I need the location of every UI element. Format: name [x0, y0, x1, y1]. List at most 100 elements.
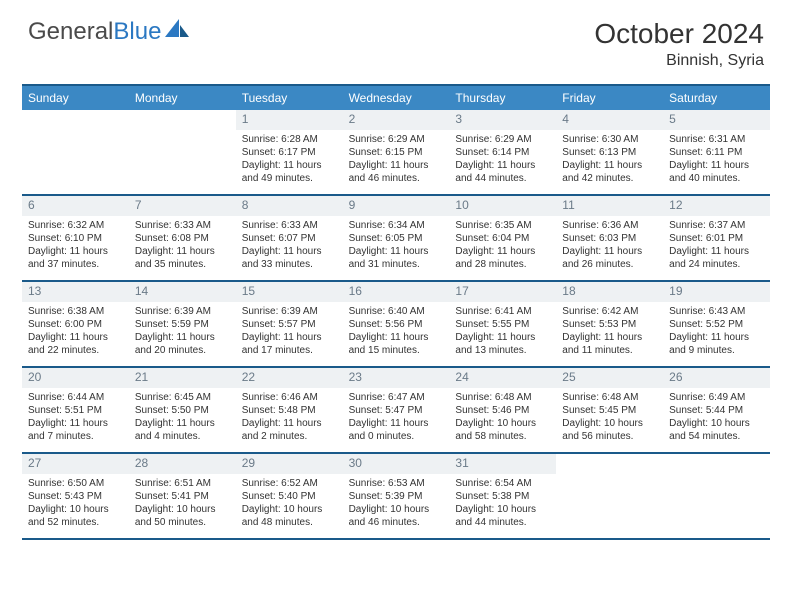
sunset-line: Sunset: 6:03 PM	[562, 232, 657, 245]
sunset-line: Sunset: 6:15 PM	[349, 146, 444, 159]
sunrise-line: Sunrise: 6:47 AM	[349, 391, 444, 404]
sunset-line: Sunset: 5:50 PM	[135, 404, 230, 417]
day-number: 18	[556, 282, 663, 302]
sunrise-line: Sunrise: 6:28 AM	[242, 133, 337, 146]
day-number: 6	[22, 196, 129, 216]
title-block: October 2024 Binnish, Syria	[594, 18, 764, 70]
day-number: 31	[449, 454, 556, 474]
sunset-line: Sunset: 5:59 PM	[135, 318, 230, 331]
daylight-line: Daylight: 11 hours and 37 minutes.	[28, 245, 123, 271]
daylight-line: Daylight: 11 hours and 24 minutes.	[669, 245, 764, 271]
sunset-line: Sunset: 5:53 PM	[562, 318, 657, 331]
calendar-day: 10Sunrise: 6:35 AMSunset: 6:04 PMDayligh…	[449, 196, 556, 280]
sunset-line: Sunset: 5:44 PM	[669, 404, 764, 417]
calendar-day: 24Sunrise: 6:48 AMSunset: 5:46 PMDayligh…	[449, 368, 556, 452]
day-number: 22	[236, 368, 343, 388]
daylight-line: Daylight: 11 hours and 26 minutes.	[562, 245, 657, 271]
sunset-line: Sunset: 5:51 PM	[28, 404, 123, 417]
sunset-line: Sunset: 5:40 PM	[242, 490, 337, 503]
calendar-day: 4Sunrise: 6:30 AMSunset: 6:13 PMDaylight…	[556, 110, 663, 194]
daylight-line: Daylight: 11 hours and 17 minutes.	[242, 331, 337, 357]
sunrise-line: Sunrise: 6:29 AM	[349, 133, 444, 146]
sunrise-line: Sunrise: 6:33 AM	[135, 219, 230, 232]
day-number: 13	[22, 282, 129, 302]
calendar-day-empty	[556, 454, 663, 538]
day-number: 26	[663, 368, 770, 388]
day-number: 28	[129, 454, 236, 474]
day-number: 30	[343, 454, 450, 474]
day-number: 23	[343, 368, 450, 388]
weekday-header: Monday	[129, 86, 236, 110]
sunset-line: Sunset: 6:04 PM	[455, 232, 550, 245]
calendar-day: 27Sunrise: 6:50 AMSunset: 5:43 PMDayligh…	[22, 454, 129, 538]
day-number: 7	[129, 196, 236, 216]
sunrise-line: Sunrise: 6:40 AM	[349, 305, 444, 318]
calendar-day: 20Sunrise: 6:44 AMSunset: 5:51 PMDayligh…	[22, 368, 129, 452]
calendar-day-empty	[22, 110, 129, 194]
calendar-day: 30Sunrise: 6:53 AMSunset: 5:39 PMDayligh…	[343, 454, 450, 538]
sunrise-line: Sunrise: 6:38 AM	[28, 305, 123, 318]
calendar-day: 31Sunrise: 6:54 AMSunset: 5:38 PMDayligh…	[449, 454, 556, 538]
calendar-day: 17Sunrise: 6:41 AMSunset: 5:55 PMDayligh…	[449, 282, 556, 366]
daylight-line: Daylight: 11 hours and 31 minutes.	[349, 245, 444, 271]
daylight-line: Daylight: 11 hours and 15 minutes.	[349, 331, 444, 357]
sunrise-line: Sunrise: 6:46 AM	[242, 391, 337, 404]
day-number: 15	[236, 282, 343, 302]
brand-sail-icon	[165, 18, 191, 46]
day-number: 9	[343, 196, 450, 216]
sunset-line: Sunset: 5:55 PM	[455, 318, 550, 331]
calendar-day: 3Sunrise: 6:29 AMSunset: 6:14 PMDaylight…	[449, 110, 556, 194]
day-number: 24	[449, 368, 556, 388]
calendar-day: 11Sunrise: 6:36 AMSunset: 6:03 PMDayligh…	[556, 196, 663, 280]
sunset-line: Sunset: 5:45 PM	[562, 404, 657, 417]
sunset-line: Sunset: 5:47 PM	[349, 404, 444, 417]
sunset-line: Sunset: 6:10 PM	[28, 232, 123, 245]
day-number: 2	[343, 110, 450, 130]
calendar-day: 15Sunrise: 6:39 AMSunset: 5:57 PMDayligh…	[236, 282, 343, 366]
daylight-line: Daylight: 11 hours and 11 minutes.	[562, 331, 657, 357]
sunrise-line: Sunrise: 6:41 AM	[455, 305, 550, 318]
sunset-line: Sunset: 6:01 PM	[669, 232, 764, 245]
day-number: 25	[556, 368, 663, 388]
calendar-week: 13Sunrise: 6:38 AMSunset: 6:00 PMDayligh…	[22, 282, 770, 368]
daylight-line: Daylight: 10 hours and 48 minutes.	[242, 503, 337, 529]
sunrise-line: Sunrise: 6:31 AM	[669, 133, 764, 146]
daylight-line: Daylight: 11 hours and 44 minutes.	[455, 159, 550, 185]
weekday-header: Saturday	[663, 86, 770, 110]
sunrise-line: Sunrise: 6:30 AM	[562, 133, 657, 146]
sunrise-line: Sunrise: 6:29 AM	[455, 133, 550, 146]
calendar-day: 16Sunrise: 6:40 AMSunset: 5:56 PMDayligh…	[343, 282, 450, 366]
sunset-line: Sunset: 5:57 PM	[242, 318, 337, 331]
sunrise-line: Sunrise: 6:48 AM	[562, 391, 657, 404]
calendar-day-empty	[129, 110, 236, 194]
daylight-line: Daylight: 11 hours and 22 minutes.	[28, 331, 123, 357]
day-number: 29	[236, 454, 343, 474]
daylight-line: Daylight: 10 hours and 46 minutes.	[349, 503, 444, 529]
day-number: 12	[663, 196, 770, 216]
day-number: 1	[236, 110, 343, 130]
calendar-day: 7Sunrise: 6:33 AMSunset: 6:08 PMDaylight…	[129, 196, 236, 280]
calendar-day: 2 Sunrise: 6:29 AMSunset: 6:15 PMDaylight…	[343, 110, 450, 194]
sunset-line: Sunset: 5:39 PM	[349, 490, 444, 503]
weekday-header: Friday	[556, 86, 663, 110]
calendar-day: 21Sunrise: 6:45 AMSunset: 5:50 PMDayligh…	[129, 368, 236, 452]
page-header: GeneralBlue October 2024 Binnish, Syria	[0, 0, 792, 78]
sunset-line: Sunset: 6:08 PM	[135, 232, 230, 245]
calendar-day: 19Sunrise: 6:43 AMSunset: 5:52 PMDayligh…	[663, 282, 770, 366]
sunrise-line: Sunrise: 6:32 AM	[28, 219, 123, 232]
calendar-week: 20Sunrise: 6:44 AMSunset: 5:51 PMDayligh…	[22, 368, 770, 454]
sunset-line: Sunset: 6:05 PM	[349, 232, 444, 245]
calendar-day: 9 Sunrise: 6:34 AMSunset: 6:05 PMDaylight…	[343, 196, 450, 280]
daylight-line: Daylight: 11 hours and 46 minutes.	[349, 159, 444, 185]
sunrise-line: Sunrise: 6:52 AM	[242, 477, 337, 490]
sunset-line: Sunset: 5:46 PM	[455, 404, 550, 417]
sunset-line: Sunset: 6:14 PM	[455, 146, 550, 159]
daylight-line: Daylight: 10 hours and 44 minutes.	[455, 503, 550, 529]
day-number: 16	[343, 282, 450, 302]
sunset-line: Sunset: 6:11 PM	[669, 146, 764, 159]
daylight-line: Daylight: 11 hours and 0 minutes.	[349, 417, 444, 443]
daylight-line: Daylight: 11 hours and 49 minutes.	[242, 159, 337, 185]
calendar-day: 1Sunrise: 6:28 AMSunset: 6:17 PMDaylight…	[236, 110, 343, 194]
sunrise-line: Sunrise: 6:34 AM	[349, 219, 444, 232]
day-number: 20	[22, 368, 129, 388]
